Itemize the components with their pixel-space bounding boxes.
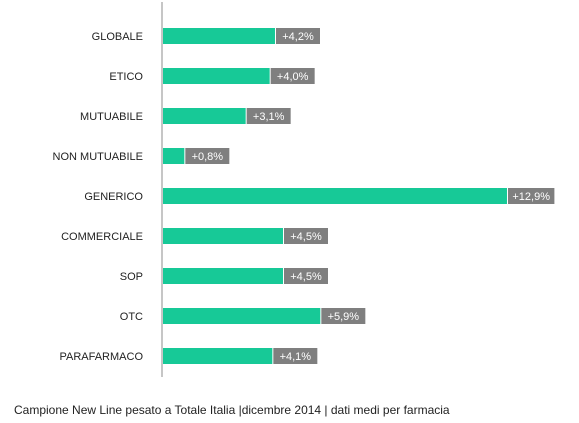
category-label: OTC: [120, 311, 143, 323]
category-label: PARAFARMACO: [59, 351, 143, 363]
bar-chart: GLOBALE +4,2% ETICO +4,0% MUTUABILE +3,1% NON …: [53, 2, 555, 377]
bar: [163, 228, 283, 244]
bar: [163, 308, 321, 324]
bar: [163, 28, 275, 44]
data-label: +12,9%: [512, 191, 550, 203]
bar: [163, 268, 283, 284]
data-label: +3,1%: [253, 111, 285, 123]
category-label: GENERICO: [84, 191, 143, 203]
bar: [163, 148, 185, 164]
chart-caption: Campione New Line pesato a Totale Italia…: [14, 403, 450, 417]
data-label-box: [508, 188, 555, 204]
category-label: SOP: [120, 271, 143, 283]
category-label: NON MUTUABILE: [53, 151, 143, 163]
data-label-box: [321, 308, 366, 324]
category-label: COMMERCIALE: [61, 231, 143, 243]
data-label: +4,5%: [290, 271, 322, 283]
data-label-box: [284, 268, 328, 284]
data-label-box: [276, 28, 320, 44]
data-label-box: [246, 108, 291, 124]
bar: [163, 108, 246, 124]
data-label-box: [270, 68, 315, 84]
bar: [163, 348, 273, 364]
bar: [163, 68, 270, 84]
data-label: +4,0%: [277, 71, 309, 83]
data-label: +4,1%: [280, 351, 312, 363]
data-label-box: [273, 348, 318, 364]
data-label-box: [185, 148, 230, 164]
data-label: +4,2%: [282, 31, 314, 43]
bar: [163, 188, 507, 204]
category-label: GLOBALE: [92, 31, 143, 43]
data-label: +4,5%: [290, 231, 322, 243]
category-label: ETICO: [109, 71, 143, 83]
category-label: MUTUABILE: [80, 111, 143, 123]
data-label-box: [284, 228, 328, 244]
data-label: +0,8%: [192, 151, 224, 163]
data-label: +5,9%: [328, 311, 360, 323]
